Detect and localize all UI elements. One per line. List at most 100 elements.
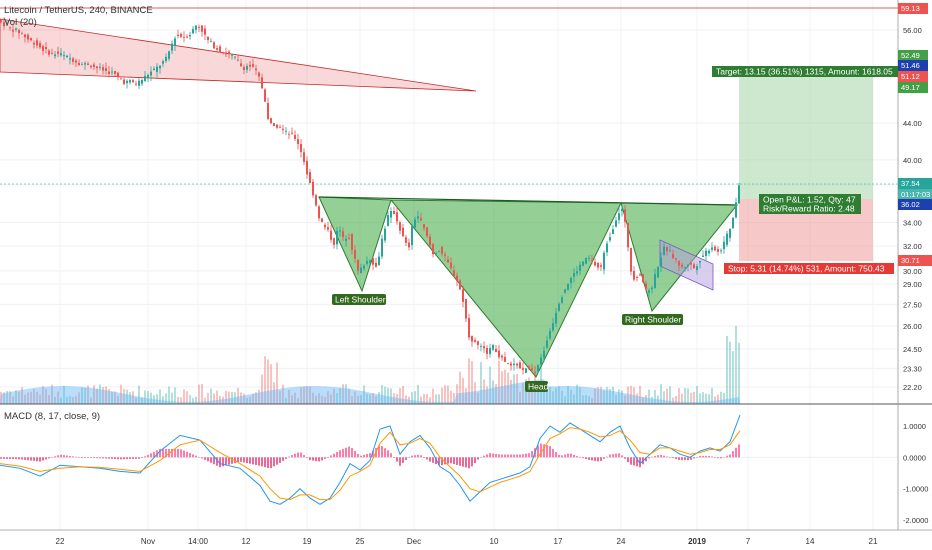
- macd-histogram-bar: [372, 450, 374, 458]
- candle-body: [162, 61, 164, 64]
- volume-bar: [249, 396, 251, 404]
- candle-body: [234, 56, 236, 58]
- volume-bar: [75, 396, 77, 404]
- candle-body: [366, 261, 368, 264]
- macd-histogram-bar: [441, 457, 443, 466]
- macd-histogram-bar: [705, 455, 707, 458]
- candle-body: [588, 257, 590, 259]
- macd-histogram-bar: [378, 445, 380, 458]
- volume-bar: [423, 393, 425, 404]
- candle-body: [30, 38, 32, 41]
- macd-histogram-bar: [612, 454, 614, 458]
- macd-histogram-bar: [381, 446, 383, 458]
- macd-histogram-bar: [579, 457, 581, 458]
- candle-body: [660, 257, 662, 267]
- candle-body: [129, 80, 131, 83]
- price-axis[interactable]: 22.20 23.30 24.50 26.00 27.50 29.00 30.00 32.00…: [903, 26, 922, 392]
- macd-axis[interactable]: 1.0000 0.0000 -1.0000 -2.0000: [903, 422, 928, 525]
- candle-body: [393, 211, 395, 215]
- macd-histogram-bar: [624, 457, 626, 459]
- volume-bar: [279, 391, 281, 404]
- macd-histogram-bar: [273, 457, 275, 467]
- pnl-label: Open P&L: 1.52, Qty: 47 Risk/Reward Rati…: [759, 194, 861, 214]
- macd-histogram-bar: [732, 451, 734, 458]
- candle-body: [606, 243, 608, 253]
- macd-histogram-bar: [264, 457, 266, 468]
- candle-body: [177, 34, 179, 36]
- candle-body: [114, 71, 116, 74]
- volume-bar: [312, 392, 314, 404]
- macd-histogram-bar: [0, 457, 2, 459]
- macd-histogram-bar: [3, 457, 5, 459]
- time-tick-label: 14: [806, 537, 815, 546]
- volume-bar: [303, 386, 305, 404]
- macd-histogram-bar: [132, 457, 134, 459]
- volume-bar: [147, 391, 149, 404]
- volume-bar: [129, 392, 131, 404]
- volume-bar: [321, 395, 323, 404]
- macd-histogram-bar: [45, 457, 47, 460]
- candle-body: [15, 28, 17, 30]
- macd-line: [0, 414, 741, 505]
- macd-histogram-bar: [120, 457, 122, 460]
- candle-body: [552, 323, 554, 331]
- time-axis[interactable]: 22 Nov 14:00 12 19 25 Dec 10 17 24 2019 7 14 21: [56, 537, 878, 546]
- time-tick-label: 17: [554, 537, 563, 546]
- macd-histogram-bar: [492, 453, 494, 458]
- candle-body: [279, 127, 281, 129]
- macd-legend[interactable]: MACD (8, 17, close, 9): [4, 411, 100, 423]
- macd-histogram-bar: [438, 457, 440, 466]
- candle-body: [399, 222, 401, 231]
- volume-bar: [450, 390, 452, 404]
- macd-histogram-bar: [519, 454, 521, 458]
- macd-histogram-bar: [183, 450, 185, 458]
- svg-text:Stop: 5.31 (14.74%) 531, Amoun: Stop: 5.31 (14.74%) 531, Amount: 750.43: [728, 264, 885, 274]
- candle-body: [123, 79, 125, 85]
- macd-histogram-bar: [675, 457, 677, 460]
- volume-bar: [132, 391, 134, 404]
- macd-histogram-bar: [522, 454, 524, 458]
- macd-histogram-bar: [198, 456, 200, 458]
- candle-body: [411, 226, 413, 246]
- price-tick-label: 27.50: [903, 300, 922, 309]
- volume-bar: [651, 396, 653, 404]
- volume-bar: [516, 374, 518, 404]
- volume-bar: [510, 379, 512, 404]
- candle-body: [60, 53, 62, 56]
- volume-bar: [495, 384, 497, 404]
- volume-bar: [6, 391, 8, 404]
- candle-body: [723, 241, 725, 250]
- macd-histogram-bar: [240, 457, 242, 462]
- macd-histogram-bar: [726, 455, 728, 458]
- candle-body: [339, 230, 341, 232]
- candle-body: [663, 246, 665, 256]
- candle-body: [486, 347, 488, 354]
- price-tick-label: 34.00: [903, 219, 922, 228]
- volume-bar: [672, 397, 674, 404]
- macd-histogram-bar: [702, 455, 704, 458]
- tag-target-3: 51.12: [901, 72, 920, 81]
- volume-bar: [501, 371, 503, 404]
- candle-body: [57, 51, 59, 54]
- candle-body: [666, 246, 668, 252]
- volume-bar: [165, 393, 167, 404]
- candle-body: [165, 56, 167, 62]
- volume-bar: [558, 386, 560, 404]
- macd-tick-label: -2.0000: [903, 516, 928, 525]
- volume-bar: [663, 391, 665, 404]
- volume-bar: [474, 382, 476, 404]
- macd-histogram-bar: [720, 457, 722, 459]
- volume-bar: [579, 387, 581, 404]
- macd-histogram-bar: [165, 448, 167, 458]
- volume-bar: [171, 392, 173, 404]
- macd-histogram-bar: [735, 447, 737, 458]
- volume-bar: [378, 392, 380, 404]
- symbol-legend[interactable]: Litecoin / TetherUS, 240, BINANCE Vol (2…: [4, 5, 153, 29]
- volume-bar: [537, 382, 539, 404]
- macd-histogram-bar: [480, 456, 482, 458]
- svg-text:Open P&L: 1.52, Qty: 47: Open P&L: 1.52, Qty: 47: [763, 195, 856, 205]
- volume-bar: [576, 384, 578, 404]
- candle-body: [72, 58, 74, 62]
- candle-body: [324, 224, 326, 228]
